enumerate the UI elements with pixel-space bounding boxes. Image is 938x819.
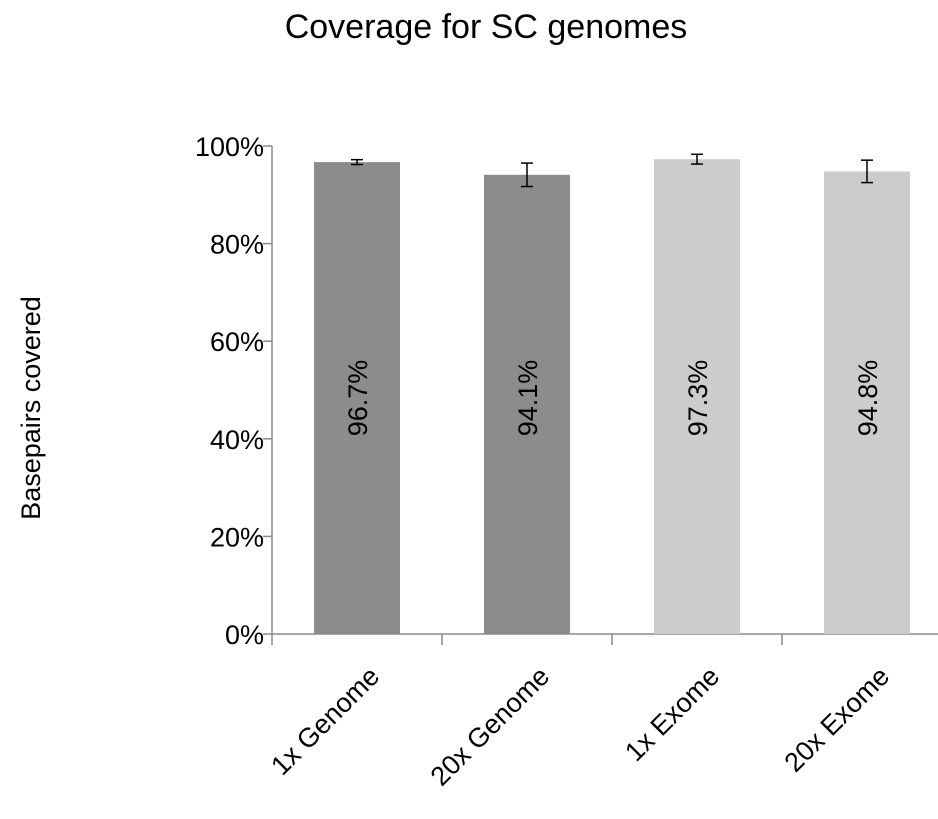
y-ticks: 0% 20% 40% 60% 80% 100% (195, 132, 272, 650)
error-bar (351, 158, 363, 166)
y-axis-label: Basepairs covered (16, 296, 46, 520)
data-label: 97.3% (683, 360, 713, 437)
y-tick-label: 20% (210, 522, 264, 552)
y-tick-label: 80% (210, 230, 264, 260)
data-labels: 96.7% 94.1% 97.3% 94.8% (343, 360, 883, 437)
x-category-label: 1x Exome (619, 661, 725, 767)
chart-title: Coverage for SC genomes (285, 8, 688, 46)
error-bar (861, 159, 873, 184)
bar (484, 174, 570, 635)
x-ticks (271, 634, 783, 645)
error-bar (521, 162, 533, 188)
data-label: 94.8% (853, 360, 883, 437)
y-tick-label: 100% (195, 132, 264, 162)
bars (314, 159, 910, 635)
data-label: 96.7% (343, 360, 373, 437)
x-category-label: 20x Genome (425, 661, 556, 792)
x-categories: 1x Genome 20x Genome 1x Exome 20x Exome (265, 661, 895, 792)
data-label: 94.1% (513, 360, 543, 437)
x-category-label: 20x Exome (779, 661, 896, 778)
y-tick-label: 0% (225, 620, 264, 650)
bar (314, 162, 400, 634)
error-bars (351, 153, 873, 188)
error-bar (691, 153, 703, 165)
x-category-label: 1x Genome (265, 661, 385, 781)
bar (654, 159, 740, 634)
y-tick-label: 60% (210, 327, 264, 357)
y-tick-label: 40% (210, 425, 264, 455)
bar (824, 171, 910, 634)
